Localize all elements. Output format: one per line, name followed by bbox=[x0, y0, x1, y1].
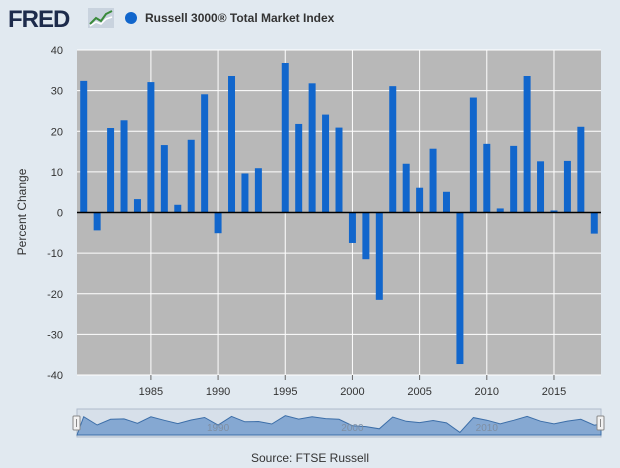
y-tick-label: 0 bbox=[57, 208, 63, 220]
x-tick-label: 2010 bbox=[475, 386, 499, 398]
y-tick-label: 30 bbox=[51, 86, 63, 98]
range-navigator[interactable]: 1990 2000 2010 bbox=[72, 408, 605, 438]
bar[interactable] bbox=[563, 160, 571, 213]
source-caption: Source: FTSE Russell bbox=[250, 451, 370, 465]
bar-series bbox=[80, 63, 598, 365]
bar[interactable] bbox=[496, 208, 504, 213]
bar[interactable] bbox=[375, 212, 383, 300]
y-axis-label: Percent Change bbox=[15, 168, 29, 255]
bar[interactable] bbox=[80, 80, 88, 213]
bar[interactable] bbox=[577, 126, 585, 213]
y-tick-label: -10 bbox=[47, 248, 63, 260]
bar[interactable] bbox=[187, 139, 195, 213]
navigator-year-label: 1990 bbox=[207, 423, 230, 434]
bar[interactable] bbox=[281, 63, 289, 213]
bar[interactable] bbox=[442, 191, 450, 213]
x-tick-label: 1995 bbox=[273, 386, 297, 398]
bar[interactable] bbox=[201, 94, 209, 213]
x-tick-label: 2015 bbox=[542, 386, 566, 398]
bar[interactable] bbox=[241, 173, 249, 213]
bar[interactable] bbox=[322, 114, 330, 213]
bar[interactable] bbox=[469, 97, 477, 213]
bar[interactable] bbox=[133, 199, 141, 213]
bar[interactable] bbox=[429, 148, 437, 213]
bar[interactable] bbox=[214, 212, 222, 234]
y-tick-label: -20 bbox=[47, 289, 63, 301]
x-axis-ticks: 1985 1990 1995 2000 2005 2010 2015 bbox=[139, 375, 566, 398]
fred-graph-icon bbox=[88, 8, 114, 28]
bar[interactable] bbox=[254, 168, 262, 213]
bar[interactable] bbox=[550, 210, 558, 213]
y-axis-ticks: -40 -30 -20 -10 0 10 20 30 40 bbox=[47, 45, 63, 382]
bar[interactable] bbox=[523, 76, 531, 213]
bar[interactable] bbox=[389, 86, 397, 213]
bar[interactable] bbox=[416, 187, 424, 213]
bar[interactable] bbox=[228, 76, 236, 213]
navigator-labels: 1990 2000 2010 bbox=[207, 423, 498, 434]
bar[interactable] bbox=[93, 212, 101, 231]
bar[interactable] bbox=[348, 212, 356, 243]
x-tick-label: 2000 bbox=[340, 386, 364, 398]
bar[interactable] bbox=[107, 128, 115, 213]
legend-marker bbox=[125, 12, 137, 24]
bar[interactable] bbox=[147, 82, 155, 213]
navigator-year-label: 2010 bbox=[476, 423, 499, 434]
fred-logo[interactable]: FRED bbox=[8, 6, 70, 33]
x-tick-label: 1985 bbox=[139, 386, 163, 398]
bar[interactable] bbox=[402, 163, 410, 213]
chart-header: FRED Russell 3000® Total Market Index bbox=[0, 0, 620, 40]
bar[interactable] bbox=[362, 212, 370, 260]
bar[interactable] bbox=[308, 83, 316, 213]
bar[interactable] bbox=[483, 143, 491, 213]
bar-chart: -40 -30 -20 -10 0 10 20 30 40 1985 1990 1995 2000 20… bbox=[15, 45, 605, 438]
bar[interactable] bbox=[590, 212, 598, 234]
navigator-year-label: 2000 bbox=[341, 423, 364, 434]
bar[interactable] bbox=[120, 120, 128, 213]
bar[interactable] bbox=[456, 212, 464, 365]
y-tick-label: 20 bbox=[51, 126, 63, 138]
x-tick-label: 1990 bbox=[206, 386, 230, 398]
bar[interactable] bbox=[295, 123, 303, 213]
navigator-area bbox=[76, 415, 602, 436]
chart-legend: Russell 3000® Total Market Index bbox=[125, 11, 334, 25]
y-tick-label: 40 bbox=[51, 45, 63, 57]
bar[interactable] bbox=[537, 161, 545, 213]
bar[interactable] bbox=[510, 145, 518, 213]
bar[interactable] bbox=[174, 204, 182, 213]
legend-label: Russell 3000® Total Market Index bbox=[145, 11, 335, 25]
y-tick-label: -30 bbox=[47, 329, 63, 341]
bar[interactable] bbox=[335, 127, 343, 213]
y-tick-label: -40 bbox=[47, 370, 63, 382]
y-tick-label: 10 bbox=[51, 167, 63, 179]
x-tick-label: 2005 bbox=[407, 386, 431, 398]
bar[interactable] bbox=[160, 145, 168, 213]
